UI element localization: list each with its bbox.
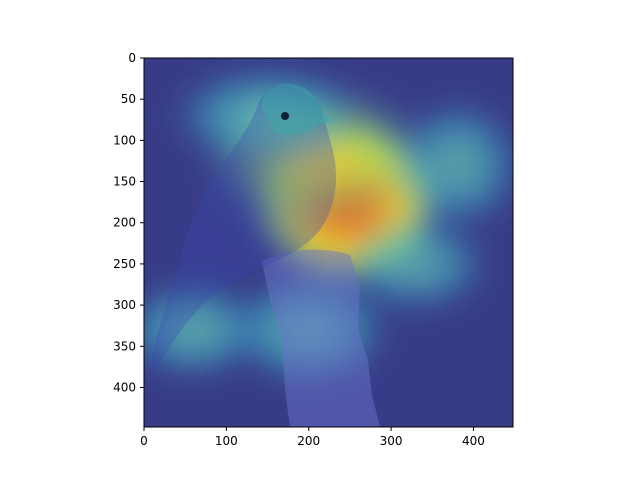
heat-blob (341, 214, 490, 314)
y-tick-label: 250 (113, 257, 136, 271)
heat-blob (168, 66, 367, 166)
bird-illustration (150, 83, 380, 427)
y-tick-label: 50 (121, 92, 136, 106)
y-axis: 0 50 100 150 200 250 300 350 400 (113, 51, 144, 394)
y-tick-label: 400 (113, 380, 136, 394)
heat-blobs (144, 66, 513, 388)
x-tick-label: 100 (215, 434, 238, 448)
y-tick-label: 100 (113, 133, 136, 147)
bird-body (150, 85, 336, 368)
bird-eye (281, 112, 289, 120)
x-tick-label: 400 (462, 434, 485, 448)
heat-blob (226, 272, 392, 388)
y-tick-label: 350 (113, 339, 136, 353)
axes-frame (143, 57, 514, 428)
heat-blob (391, 99, 513, 231)
bird-head (261, 83, 334, 135)
x-tick-label: 300 (380, 434, 403, 448)
stump-shape (262, 249, 380, 427)
x-tick-label: 0 (140, 434, 148, 448)
y-tick-label: 150 (113, 175, 136, 189)
x-tick-label: 200 (297, 434, 320, 448)
x-axis: 0 100 200 300 400 (140, 427, 485, 448)
y-tick-label: 200 (113, 216, 136, 230)
y-tick-label: 0 (128, 51, 136, 65)
y-tick-label: 300 (113, 298, 136, 312)
plot-area (144, 58, 513, 427)
